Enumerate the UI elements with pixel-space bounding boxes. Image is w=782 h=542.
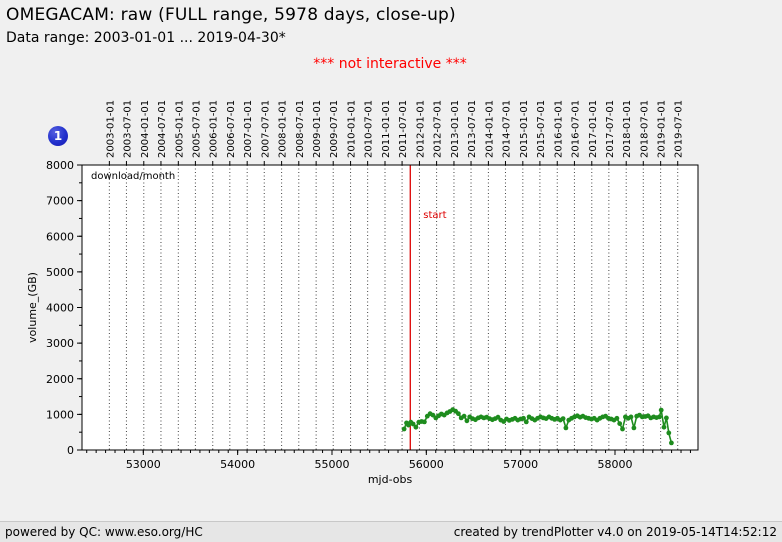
top-date-label: 2015-07-01 bbox=[536, 100, 547, 158]
top-date-label: 2013-01-01 bbox=[450, 100, 461, 158]
data-point bbox=[461, 413, 467, 419]
data-point bbox=[456, 411, 461, 417]
top-date-label: 2009-01-01 bbox=[312, 100, 323, 158]
y-tick-label: 7000 bbox=[46, 195, 74, 208]
footer-bar: powered by QC: www.eso.org/HC created by… bbox=[0, 521, 782, 542]
top-date-label: 2014-07-01 bbox=[501, 100, 512, 158]
top-date-label: 2016-01-01 bbox=[553, 100, 564, 158]
top-date-label: 2006-01-01 bbox=[209, 100, 220, 158]
top-date-label: 2017-07-01 bbox=[605, 100, 616, 158]
y-tick-label: 5000 bbox=[46, 266, 74, 279]
top-date-label: 2009-07-01 bbox=[329, 100, 340, 158]
top-date-label: 2008-07-01 bbox=[295, 100, 306, 158]
data-point bbox=[614, 415, 620, 421]
data-point bbox=[666, 430, 672, 436]
top-date-label: 2007-01-01 bbox=[243, 100, 254, 158]
not-interactive-notice: *** not interactive *** bbox=[313, 56, 467, 72]
top-date-label: 2015-01-01 bbox=[519, 100, 530, 158]
plot-background bbox=[82, 165, 698, 450]
y-tick-label: 1000 bbox=[46, 408, 74, 421]
data-point bbox=[413, 424, 419, 430]
top-date-label: 2011-01-01 bbox=[381, 100, 392, 158]
data-point bbox=[521, 415, 526, 421]
data-point bbox=[617, 421, 623, 426]
top-date-label: 2014-01-01 bbox=[484, 100, 495, 158]
data-point bbox=[464, 418, 470, 424]
data-range-subtitle: Data range: 2003-01-01 ... 2019-04-30* bbox=[6, 30, 286, 46]
data-point bbox=[523, 419, 529, 425]
x-tick-label: 53000 bbox=[126, 458, 161, 471]
plot-number-badge[interactable]: 1 bbox=[48, 126, 68, 146]
top-date-label: 2004-07-01 bbox=[157, 100, 168, 158]
y-tick-label: 2000 bbox=[46, 373, 74, 386]
top-date-label: 2017-01-01 bbox=[588, 100, 599, 158]
top-date-label: 2011-07-01 bbox=[398, 100, 409, 158]
top-date-label: 2012-07-01 bbox=[433, 100, 444, 158]
data-point bbox=[669, 440, 674, 446]
top-date-label: 2007-07-01 bbox=[260, 100, 271, 158]
top-date-label: 2018-01-01 bbox=[622, 100, 633, 158]
start-label: start bbox=[423, 210, 446, 221]
data-point bbox=[620, 426, 625, 432]
data-point bbox=[401, 426, 407, 432]
data-point bbox=[631, 425, 637, 431]
top-date-label: 2012-01-01 bbox=[415, 100, 426, 158]
top-date-label: 2005-07-01 bbox=[191, 100, 202, 158]
top-date-label: 2005-01-01 bbox=[174, 100, 185, 158]
y-tick-label: 6000 bbox=[46, 230, 74, 243]
data-point bbox=[656, 414, 662, 420]
plot-border bbox=[81, 164, 699, 451]
data-point bbox=[560, 416, 566, 421]
inner-label: download/month bbox=[91, 171, 175, 182]
top-date-label: 2013-07-01 bbox=[467, 100, 478, 158]
y-axis: 0 1000 2000 3000 4000 5000 6000 7000 8000 volume_… bbox=[26, 159, 82, 457]
top-date-label: 2006-07-01 bbox=[226, 100, 237, 158]
footer-right-text: created by trendPlotter v4.0 on 2019-05-… bbox=[453, 525, 777, 539]
data-point bbox=[664, 415, 669, 421]
annotations: start bbox=[409, 165, 447, 450]
top-date-label: 2019-01-01 bbox=[657, 100, 668, 158]
top-date-axis: 2003-01-01 2003-07-01 2004-01-01 2004-07-01… bbox=[105, 100, 685, 165]
top-date-label: 2016-07-01 bbox=[570, 100, 581, 158]
top-date-label: 2004-01-01 bbox=[140, 100, 151, 158]
x-tick-label: 54000 bbox=[220, 458, 255, 471]
y-tick-label: 3000 bbox=[46, 337, 74, 350]
inner-plot-label: download/month bbox=[91, 171, 175, 182]
x-axis: 53000 54000 55000 56000 57000 58000 mjd-obs bbox=[86, 450, 691, 486]
data-point bbox=[658, 407, 664, 413]
x-tick-label: 58000 bbox=[597, 458, 632, 471]
data-point bbox=[422, 419, 427, 425]
top-date-label: 2003-01-01 bbox=[105, 100, 116, 158]
y-axis-title: volume_(GB) bbox=[26, 272, 39, 343]
data-point bbox=[563, 425, 569, 431]
y-tick-label: 4000 bbox=[46, 302, 74, 315]
data-point bbox=[628, 414, 634, 420]
page-title: OMEGACAM: raw (FULL range, 5978 days, cl… bbox=[6, 5, 456, 25]
y-tick-label: 0 bbox=[67, 444, 74, 457]
x-tick-label: 57000 bbox=[503, 458, 538, 471]
chart-canvas: 2003-01-01 2003-07-01 2004-01-01 2004-07-01… bbox=[26, 100, 699, 486]
data-point bbox=[410, 421, 416, 427]
top-date-label: 2010-07-01 bbox=[364, 100, 375, 158]
y-tick-label: 8000 bbox=[46, 159, 74, 172]
top-date-label: 2008-01-01 bbox=[278, 100, 289, 158]
x-axis-title: mjd-obs bbox=[368, 473, 413, 486]
x-tick-label: 55000 bbox=[314, 458, 349, 471]
footer-left-text: powered by QC: www.eso.org/HC bbox=[5, 525, 203, 539]
data-series bbox=[401, 407, 674, 446]
top-date-label: 2010-01-01 bbox=[347, 100, 358, 158]
data-point bbox=[661, 424, 667, 430]
top-date-label: 2003-07-01 bbox=[122, 100, 133, 158]
x-tick-label: 56000 bbox=[409, 458, 444, 471]
top-date-label: 2018-07-01 bbox=[639, 100, 650, 158]
top-date-label: 2019-07-01 bbox=[674, 100, 685, 158]
